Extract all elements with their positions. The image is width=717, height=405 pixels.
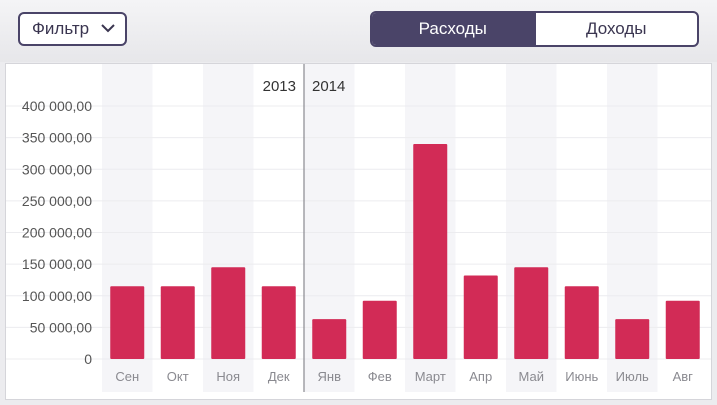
x-tick-label: Март xyxy=(415,369,446,384)
bar xyxy=(665,300,700,359)
bar xyxy=(110,286,145,359)
chevron-down-icon xyxy=(101,24,115,33)
filter-label: Фильтр xyxy=(32,19,90,38)
tab-expenses[interactable]: Расходы xyxy=(372,13,534,45)
x-tick-label: Май xyxy=(519,369,544,384)
bar xyxy=(463,275,498,359)
x-tick-label: Янв xyxy=(318,369,342,384)
tab-income[interactable]: Доходы xyxy=(533,13,698,45)
bar xyxy=(312,319,347,359)
toolbar: Фильтр Расходы Доходы xyxy=(0,0,717,62)
x-tick-label: Апр xyxy=(469,369,492,384)
y-tick-label: 350 000,00 xyxy=(22,130,92,146)
y-tick-label: 150 000,00 xyxy=(22,256,92,272)
expense-income-toggle: Расходы Доходы xyxy=(370,11,699,47)
x-tick-label: Сен xyxy=(115,369,139,384)
y-tick-label: 400 000,00 xyxy=(22,98,92,114)
x-tick-label: Июль xyxy=(616,369,649,384)
x-tick-label: Окт xyxy=(167,369,189,384)
y-tick-label: 0 xyxy=(84,351,92,367)
x-tick-label: Фев xyxy=(368,369,392,384)
bar xyxy=(413,143,448,359)
year-label-2013: 2013 xyxy=(263,78,296,95)
y-tick-label: 100 000,00 xyxy=(22,288,92,304)
bar xyxy=(261,286,296,359)
bar xyxy=(615,319,650,359)
year-label-2014: 2014 xyxy=(312,78,345,95)
y-tick-label: 50 000,00 xyxy=(30,319,92,335)
x-tick-label: Июнь xyxy=(565,369,598,384)
y-tick-label: 300 000,00 xyxy=(22,161,92,177)
x-tick-label: Авг xyxy=(673,369,694,384)
x-tick-label: Дек xyxy=(268,369,290,384)
x-tick-label: Ноя xyxy=(216,369,240,384)
expenses-bar-chart: 0 50 000,00 100 000,00 150 000,00 200 000,00… xyxy=(6,64,711,392)
y-tick-label: 200 000,00 xyxy=(22,225,92,241)
bar xyxy=(160,286,195,359)
filter-button[interactable]: Фильтр xyxy=(18,12,127,46)
bar xyxy=(211,267,246,359)
chart-panel: 0 50 000,00 100 000,00 150 000,00 200 000,00… xyxy=(5,63,712,400)
bar xyxy=(514,267,549,359)
y-tick-label: 250 000,00 xyxy=(22,193,92,209)
bar xyxy=(362,300,397,359)
bar xyxy=(564,286,599,359)
